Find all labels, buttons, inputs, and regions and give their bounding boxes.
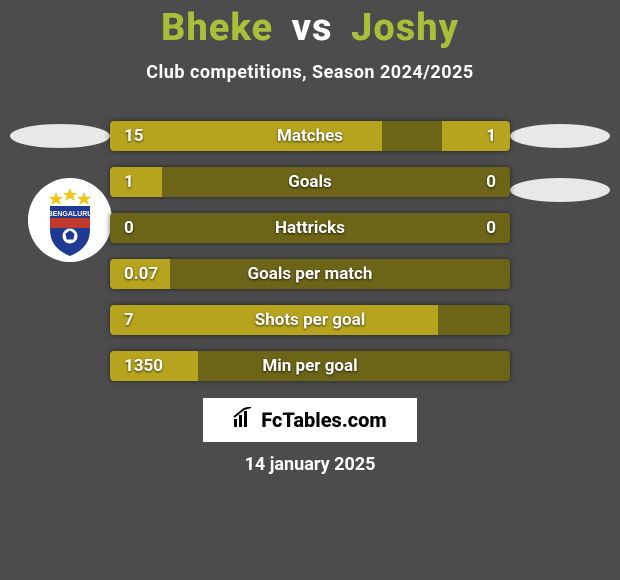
stats-bars: 15Matches11Goals00Hattricks00.07Goals pe…: [110, 121, 510, 397]
player2-name: Joshy: [351, 6, 459, 50]
subtitle: Club competitions, Season 2024/2025: [0, 62, 620, 83]
vs-label: vs: [292, 6, 333, 50]
stat-row: 15Matches1: [110, 121, 510, 151]
stat-label: Goals: [110, 167, 510, 197]
player1-photo-placeholder: [10, 124, 110, 148]
stat-row: 1350Min per goal: [110, 351, 510, 381]
svg-text:BENGALURU: BENGALURU: [48, 211, 93, 218]
stat-label: Shots per goal: [110, 305, 510, 335]
title: Bheke vs Joshy: [0, 6, 620, 50]
comparison-card: Bheke vs Joshy Club competitions, Season…: [0, 0, 620, 580]
stat-row: 1Goals0: [110, 167, 510, 197]
stat-label: Goals per match: [110, 259, 510, 289]
player2-photo-placeholder: [510, 124, 610, 148]
stat-row: 7Shots per goal: [110, 305, 510, 335]
stat-row: 0Hattricks0: [110, 213, 510, 243]
stat-label: Min per goal: [110, 351, 510, 381]
branding-badge: FcTables.com: [203, 398, 417, 442]
stat-label: Matches: [110, 121, 510, 151]
stat-value-right: 1: [486, 121, 496, 151]
player1-club-badge: BENGALURU: [28, 178, 112, 262]
player2-club-placeholder: [510, 178, 610, 202]
club-badge-icon: BENGALURU: [28, 178, 112, 262]
player1-name: Bheke: [161, 6, 273, 50]
stat-label: Hattricks: [110, 213, 510, 243]
stat-value-right: 0: [486, 213, 496, 243]
stat-row: 0.07Goals per match: [110, 259, 510, 289]
date-label: 14 january 2025: [0, 454, 620, 475]
branding-text: FcTables.com: [261, 408, 386, 432]
stat-value-right: 0: [486, 167, 496, 197]
chart-icon: [233, 407, 255, 434]
